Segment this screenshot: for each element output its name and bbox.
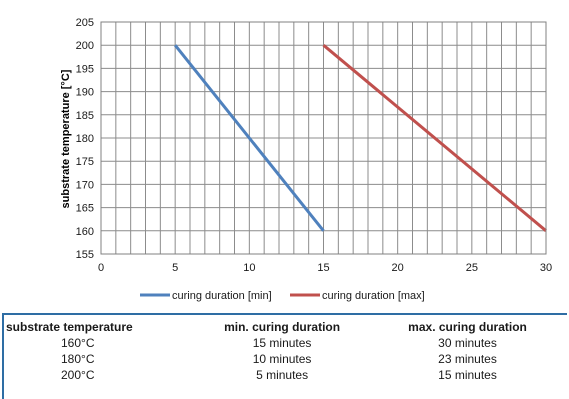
y-tick-label: 175	[76, 156, 94, 168]
chart-axes: 155 160 165 170 175 180 185 190 195 200 205 0 5 10 15 2…	[76, 17, 552, 274]
x-tick-label: 10	[243, 262, 255, 274]
table-header-row: substrate temperature min. curing durati…	[6, 318, 567, 335]
cell-max-duration: 15 minutes	[438, 368, 497, 382]
curing-table: substrate temperature min. curing durati…	[2, 313, 567, 399]
chart: 155 160 165 170 175 180 185 190 195 200 205 0 5 10 15 2…	[60, 17, 552, 302]
y-tick-label: 205	[76, 17, 94, 29]
table-row: 180°C 10 minutes 23 minutes	[6, 351, 567, 367]
plot-border	[100, 21, 547, 255]
table-row: 160°C 15 minutes 30 minutes	[6, 335, 567, 351]
x-tick-label: 30	[540, 262, 552, 274]
cell-temperature: 180°C	[61, 352, 95, 366]
y-tick-label: 190	[76, 87, 94, 99]
cell-min-duration: 5 minutes	[256, 368, 309, 382]
legend-label: curing duration [max]	[322, 290, 425, 302]
y-tick-label: 200	[76, 40, 94, 52]
x-tick-label: 0	[98, 262, 104, 274]
cell-max-duration: 30 minutes	[438, 336, 497, 350]
y-tick-label: 160	[76, 226, 94, 238]
y-axis-label: substrate temperature [°C]	[60, 69, 72, 208]
legend-label: curing duration [min]	[172, 290, 272, 302]
cell-temperature: 200°C	[61, 368, 95, 382]
header-min-curing-duration: min. curing duration	[224, 319, 341, 334]
series-line	[173, 44, 325, 232]
cell-temperature: 160°C	[61, 336, 95, 350]
y-tick-label: 170	[76, 179, 94, 191]
cell-min-duration: 10 minutes	[252, 352, 312, 366]
chart-grid	[100, 21, 547, 255]
y-tick-label: 165	[76, 203, 94, 215]
table-left-border	[2, 315, 4, 399]
header-max-curing-duration: max. curing duration	[408, 319, 527, 334]
series-line	[322, 44, 547, 232]
table-row: 200°C 5 minutes 15 minutes	[6, 367, 567, 383]
cell-min-duration: 15 minutes	[252, 336, 312, 350]
x-tick-label: 25	[466, 262, 478, 274]
x-tick-label: 15	[317, 262, 329, 274]
y-tick-label: 185	[76, 110, 94, 122]
x-tick-label: 20	[392, 262, 404, 274]
x-tick-label: 5	[172, 262, 178, 274]
curing-data-table: substrate temperature min. curing durati…	[6, 318, 567, 383]
legend: curing duration [min] curing duration [ma…	[140, 290, 425, 302]
chart-series	[173, 44, 547, 232]
cell-max-duration: 23 minutes	[438, 352, 497, 366]
header-substrate-temperature: substrate temperature	[6, 319, 133, 334]
y-tick-label: 155	[76, 249, 94, 261]
y-tick-label: 195	[76, 63, 94, 75]
y-tick-label: 180	[76, 133, 94, 145]
